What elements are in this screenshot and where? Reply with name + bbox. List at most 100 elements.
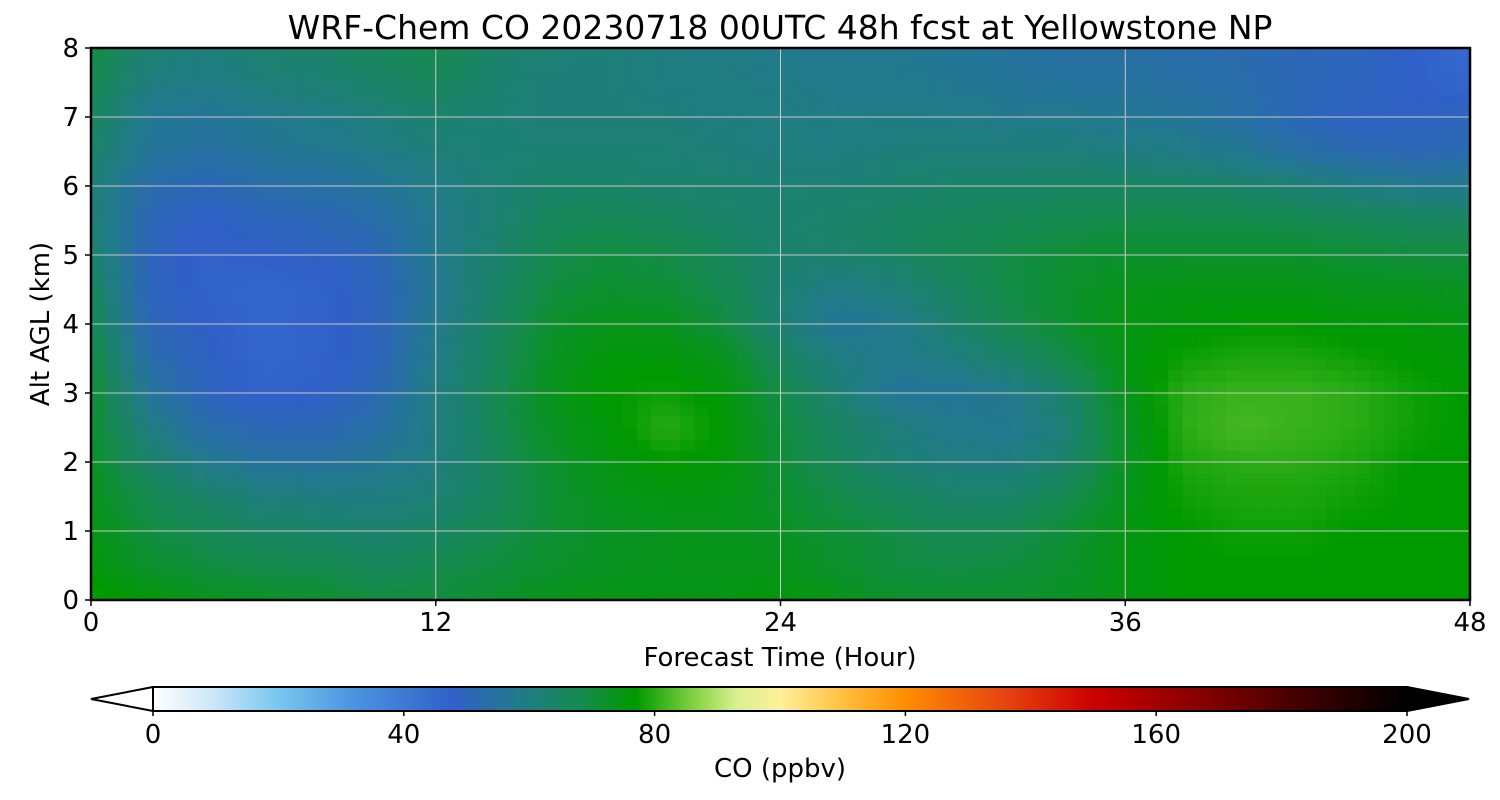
heatmap-cell <box>392 140 408 153</box>
heatmap-cell <box>636 117 652 130</box>
heatmap-cell <box>737 186 753 199</box>
heatmap-cell <box>220 404 236 417</box>
heatmap-cell <box>665 117 681 130</box>
heatmap-cell <box>1053 508 1069 521</box>
heatmap-cell <box>335 232 351 245</box>
heatmap-cell <box>450 243 466 256</box>
heatmap-cell <box>694 577 710 590</box>
heatmap-cell <box>162 94 178 107</box>
heatmap-cell <box>1211 278 1227 291</box>
heatmap-cell <box>263 82 279 95</box>
heatmap-cell <box>148 209 164 222</box>
heatmap-cell <box>421 140 437 153</box>
heatmap-cell <box>579 232 595 245</box>
heatmap-cell <box>421 243 437 256</box>
heatmap-cell <box>780 473 796 486</box>
heatmap-cell <box>1240 59 1256 72</box>
heatmap-cell <box>1240 312 1256 325</box>
heatmap-cell <box>766 393 782 406</box>
heatmap-cell <box>1182 197 1198 210</box>
heatmap-cell <box>177 243 193 256</box>
heatmap-cell <box>450 174 466 187</box>
heatmap-cell <box>464 128 480 141</box>
heatmap-cell <box>780 393 796 406</box>
heatmap-cell <box>306 324 322 337</box>
heatmap-cell <box>450 381 466 394</box>
heatmap-cell <box>952 450 968 463</box>
heatmap-cell <box>1182 335 1198 348</box>
heatmap-cell <box>823 82 839 95</box>
heatmap-cell <box>636 197 652 210</box>
heatmap-cell <box>909 393 925 406</box>
heatmap-cell <box>191 347 207 360</box>
heatmap-cell <box>1268 71 1284 84</box>
heatmap-cell <box>177 266 193 279</box>
heatmap-cell <box>1053 278 1069 291</box>
heatmap-cell <box>521 312 537 325</box>
y-tick-label: 0 <box>62 586 79 616</box>
heatmap-cell <box>1283 163 1299 176</box>
heatmap-cell <box>148 301 164 314</box>
heatmap-cell <box>1455 393 1471 406</box>
heatmap-cell <box>320 542 336 555</box>
heatmap-cell <box>952 232 968 245</box>
heatmap-cell <box>866 266 882 279</box>
heatmap-cell <box>1254 301 1270 314</box>
heatmap-cell <box>263 358 279 371</box>
heatmap-cell <box>565 140 580 153</box>
heatmap-cell <box>1240 485 1256 498</box>
heatmap-cell <box>335 59 351 72</box>
heatmap-cell <box>866 243 882 256</box>
heatmap-cell <box>593 209 609 222</box>
heatmap-cell <box>1110 220 1126 233</box>
heatmap-cell <box>1125 301 1141 314</box>
heatmap-cell <box>737 531 753 544</box>
heatmap-cell <box>1211 94 1227 107</box>
heatmap-cell <box>665 278 681 291</box>
heatmap-cell <box>1211 335 1227 348</box>
heatmap-cell <box>1240 496 1256 509</box>
heatmap-cell <box>636 335 652 348</box>
heatmap-cell <box>579 439 595 452</box>
heatmap-cell <box>881 370 897 383</box>
heatmap-cell <box>1153 232 1169 245</box>
heatmap-cell <box>967 255 983 268</box>
heatmap-cell <box>766 531 782 544</box>
heatmap-cell <box>924 186 940 199</box>
heatmap-cell <box>1010 209 1026 222</box>
heatmap-cell <box>277 485 293 498</box>
heatmap-cell <box>363 301 379 314</box>
heatmap-cell <box>1355 531 1371 544</box>
heatmap-cell <box>335 439 351 452</box>
heatmap-cell <box>550 232 566 245</box>
heatmap-cell <box>378 94 394 107</box>
heatmap-cell <box>1211 324 1227 337</box>
heatmap-cell <box>881 577 897 590</box>
heatmap-cell <box>1369 163 1385 176</box>
heatmap-cell <box>1082 48 1098 61</box>
heatmap-cell <box>263 335 279 348</box>
heatmap-cell <box>119 416 135 429</box>
heatmap-cell <box>1311 243 1327 256</box>
heatmap-cell <box>464 439 480 452</box>
heatmap-cell <box>622 255 638 268</box>
heatmap-cell <box>952 48 968 61</box>
heatmap-cell <box>1110 450 1126 463</box>
heatmap-cell <box>780 347 796 360</box>
heatmap-cell <box>1182 82 1198 95</box>
heatmap-cell <box>478 243 494 256</box>
heatmap-cell <box>852 542 868 555</box>
heatmap-cell <box>794 531 810 544</box>
heatmap-cell <box>205 358 221 371</box>
heatmap-cell <box>837 577 853 590</box>
heatmap-cell <box>1283 82 1299 95</box>
heatmap-cell <box>450 370 466 383</box>
heatmap-cell <box>550 542 566 555</box>
heatmap-cell <box>1398 140 1414 153</box>
heatmap-cell <box>1412 82 1428 95</box>
heatmap-cell <box>349 151 365 164</box>
heatmap-cell <box>794 450 810 463</box>
heatmap-cell <box>751 243 767 256</box>
heatmap-cell <box>1110 59 1126 72</box>
heatmap-cell <box>866 416 882 429</box>
